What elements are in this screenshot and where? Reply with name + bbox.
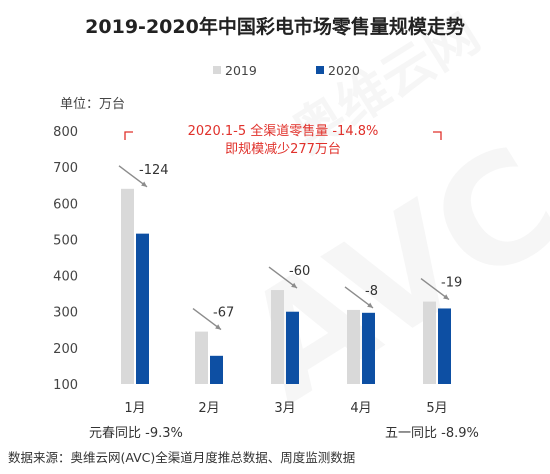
change-arrow-line	[420, 278, 450, 301]
y-tick-label: 100	[53, 378, 78, 393]
y-tick-label: 300	[53, 306, 78, 321]
note-yuanchun-yoy: 元春同比 -9.3%	[89, 426, 183, 441]
change-label: -19	[441, 276, 462, 291]
y-tick-label: 500	[53, 233, 78, 248]
bracket-left	[124, 131, 133, 140]
bar-2019-5月	[423, 301, 436, 384]
annotation-line-2: 即规模减少277万台	[225, 142, 341, 157]
change-arrow-line	[344, 286, 374, 309]
change-arrow-line	[118, 165, 148, 188]
bar-2020-1月	[136, 233, 149, 384]
change-arrow-head	[367, 302, 373, 308]
bar-2019-3月	[271, 290, 284, 384]
change-labels: -124 -67 -60 -8 -19	[118, 163, 462, 331]
bar-2019-1月	[121, 188, 134, 384]
change-arrow-head	[443, 294, 449, 300]
legend-label: 2020	[328, 63, 360, 78]
change-label: -60	[289, 264, 310, 279]
bar-2020-5月	[438, 308, 451, 384]
x-tick-label: 5月	[426, 401, 447, 416]
legend-label: 2019	[225, 63, 257, 78]
legend-swatch-2020	[316, 66, 324, 74]
y-tick-label: 200	[53, 342, 78, 357]
bars	[121, 188, 451, 384]
annotation-bracket: 2020.1-5 全渠道零售量 -14.8% 即规模减少277万台	[124, 123, 442, 157]
bar-2019-2月	[195, 331, 208, 384]
x-tick-label: 1月	[124, 401, 145, 416]
bracket-right	[433, 131, 442, 140]
bar-2020-4月	[362, 312, 375, 384]
note-wuyi-yoy: 五一同比 -8.9%	[385, 426, 479, 441]
change-label: -67	[213, 306, 234, 321]
data-source-footer: 数据来源：奥维云网(AVC)全渠道月度推总数据、周度监测数据	[8, 450, 355, 465]
legend: 2019 2020	[213, 63, 360, 78]
change-arrow-head	[215, 324, 221, 330]
change-label: -8	[365, 284, 378, 299]
legend-swatch-2019	[213, 66, 221, 74]
x-tick-label: 2月	[198, 401, 219, 416]
change-arrow-head	[141, 181, 147, 187]
y-tick-label: 800	[53, 125, 78, 140]
change-label: -124	[139, 163, 169, 178]
y-axis-ticks: 100 200 300 400 500 600 700 800	[53, 125, 78, 393]
x-axis-ticks: 1月 2月 3月 4月 5月	[124, 401, 447, 416]
y-axis-unit-label: 单位：万台	[60, 97, 125, 112]
y-tick-label: 600	[53, 197, 78, 212]
y-tick-label: 400	[53, 270, 78, 285]
change-arrow-head	[291, 282, 297, 289]
y-tick-label: 700	[53, 161, 78, 176]
x-tick-label: 4月	[350, 401, 371, 416]
watermark-avc: AVC	[215, 113, 550, 437]
x-tick-label: 3月	[274, 401, 295, 416]
bar-2019-4月	[347, 309, 360, 384]
change-arrow-line	[268, 266, 298, 289]
bar-2020-2月	[210, 355, 223, 384]
annotation-line-1: 2020.1-5 全渠道零售量 -14.8%	[188, 123, 379, 139]
watermark-logo: AVC 奥维云网	[215, 4, 550, 437]
bar-2020-3月	[286, 311, 299, 384]
change-arrow-line	[192, 308, 222, 331]
chart-title: 2019-2020年中国彩电市场零售量规模走势	[85, 15, 465, 38]
